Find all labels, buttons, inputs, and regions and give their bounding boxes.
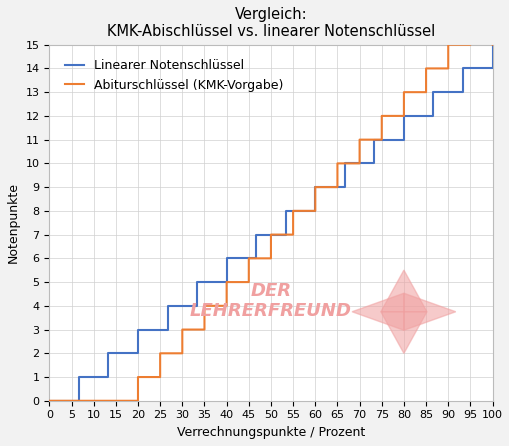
Abiturschlüssel (KMK-Vorgabe) [334,161,340,166]
Abiturschlüssel (KMK-Vorgabe) [223,279,229,285]
Abiturschlüssel (KMK-Vorgabe) [444,42,450,47]
Title: Vergleich:
KMK-Abischlüssel vs. linearer Notenschlüssel: Vergleich: KMK-Abischlüssel vs. linearer… [106,7,434,39]
Abiturschlüssel (KMK-Vorgabe) [245,256,251,261]
Polygon shape [403,293,455,330]
Linearer Notenschlüssel [46,398,52,404]
Linearer Notenschlüssel [312,185,318,190]
Abiturschlüssel (KMK-Vorgabe) [400,113,406,119]
Line: Abiturschlüssel (KMK-Vorgabe): Abiturschlüssel (KMK-Vorgabe) [49,21,492,401]
Linearer Notenschlüssel [193,279,200,285]
Polygon shape [351,293,403,330]
Linearer Notenschlüssel [76,398,82,404]
Linearer Notenschlüssel [312,208,318,214]
Abiturschlüssel (KMK-Vorgabe) [46,398,52,404]
Abiturschlüssel (KMK-Vorgabe) [223,303,229,309]
Abiturschlüssel (KMK-Vorgabe) [422,90,428,95]
Linearer Notenschlüssel [459,90,465,95]
Text: DER
LEHRERFREUND: DER LEHRERFREUND [189,282,351,321]
Linearer Notenschlüssel [135,351,141,356]
Linearer Notenschlüssel [193,303,200,309]
Linearer Notenschlüssel [400,113,406,119]
Linearer Notenschlüssel [282,208,288,214]
Abiturschlüssel (KMK-Vorgabe) [179,351,185,356]
Linearer Notenschlüssel [371,161,377,166]
Linearer Notenschlüssel [341,161,347,166]
Y-axis label: Notenpunkte: Notenpunkte [7,182,20,263]
Linearer Notenschlüssel [223,256,229,261]
Abiturschlüssel (KMK-Vorgabe) [422,66,428,71]
Linearer Notenschlüssel [400,137,406,142]
Linearer Notenschlüssel [164,303,171,309]
Linearer Notenschlüssel [371,137,377,142]
Abiturschlüssel (KMK-Vorgabe) [290,208,296,214]
Linearer Notenschlüssel [135,327,141,332]
Abiturschlüssel (KMK-Vorgabe) [267,256,273,261]
Linearer Notenschlüssel [105,351,111,356]
Abiturschlüssel (KMK-Vorgabe) [157,374,163,380]
Linearer Notenschlüssel [282,232,288,237]
Abiturschlüssel (KMK-Vorgabe) [400,90,406,95]
Linearer Notenschlüssel [223,279,229,285]
X-axis label: Verrechnungspunkte / Prozent: Verrechnungspunkte / Prozent [177,426,364,439]
Abiturschlüssel (KMK-Vorgabe) [378,137,384,142]
Linearer Notenschlüssel [252,256,259,261]
Abiturschlüssel (KMK-Vorgabe) [444,66,450,71]
Abiturschlüssel (KMK-Vorgabe) [135,398,141,404]
Abiturschlüssel (KMK-Vorgabe) [356,137,362,142]
Line: Linearer Notenschlüssel: Linearer Notenschlüssel [49,45,492,401]
Linearer Notenschlüssel [430,113,436,119]
Abiturschlüssel (KMK-Vorgabe) [201,303,207,309]
Linearer Notenschlüssel [489,42,495,47]
Abiturschlüssel (KMK-Vorgabe) [201,327,207,332]
Abiturschlüssel (KMK-Vorgabe) [157,351,163,356]
Abiturschlüssel (KMK-Vorgabe) [312,208,318,214]
Abiturschlüssel (KMK-Vorgabe) [334,185,340,190]
Linearer Notenschlüssel [489,66,495,71]
Abiturschlüssel (KMK-Vorgabe) [245,279,251,285]
Polygon shape [380,270,426,312]
Abiturschlüssel (KMK-Vorgabe) [135,374,141,380]
Abiturschlüssel (KMK-Vorgabe) [466,18,472,24]
Abiturschlüssel (KMK-Vorgabe) [356,161,362,166]
Linearer Notenschlüssel [459,66,465,71]
Linearer Notenschlüssel [164,327,171,332]
Linearer Notenschlüssel [105,374,111,380]
Abiturschlüssel (KMK-Vorgabe) [290,232,296,237]
Abiturschlüssel (KMK-Vorgabe) [378,113,384,119]
Linearer Notenschlüssel [76,374,82,380]
Abiturschlüssel (KMK-Vorgabe) [466,42,472,47]
Abiturschlüssel (KMK-Vorgabe) [312,185,318,190]
Linearer Notenschlüssel [252,232,259,237]
Linearer Notenschlüssel [489,42,495,47]
Linearer Notenschlüssel [341,185,347,190]
Abiturschlüssel (KMK-Vorgabe) [489,42,495,47]
Legend: Linearer Notenschlüssel, Abiturschlüssel (KMK-Vorgabe): Linearer Notenschlüssel, Abiturschlüssel… [60,54,288,97]
Linearer Notenschlüssel [430,90,436,95]
Polygon shape [380,312,426,353]
Abiturschlüssel (KMK-Vorgabe) [179,327,185,332]
Abiturschlüssel (KMK-Vorgabe) [267,232,273,237]
